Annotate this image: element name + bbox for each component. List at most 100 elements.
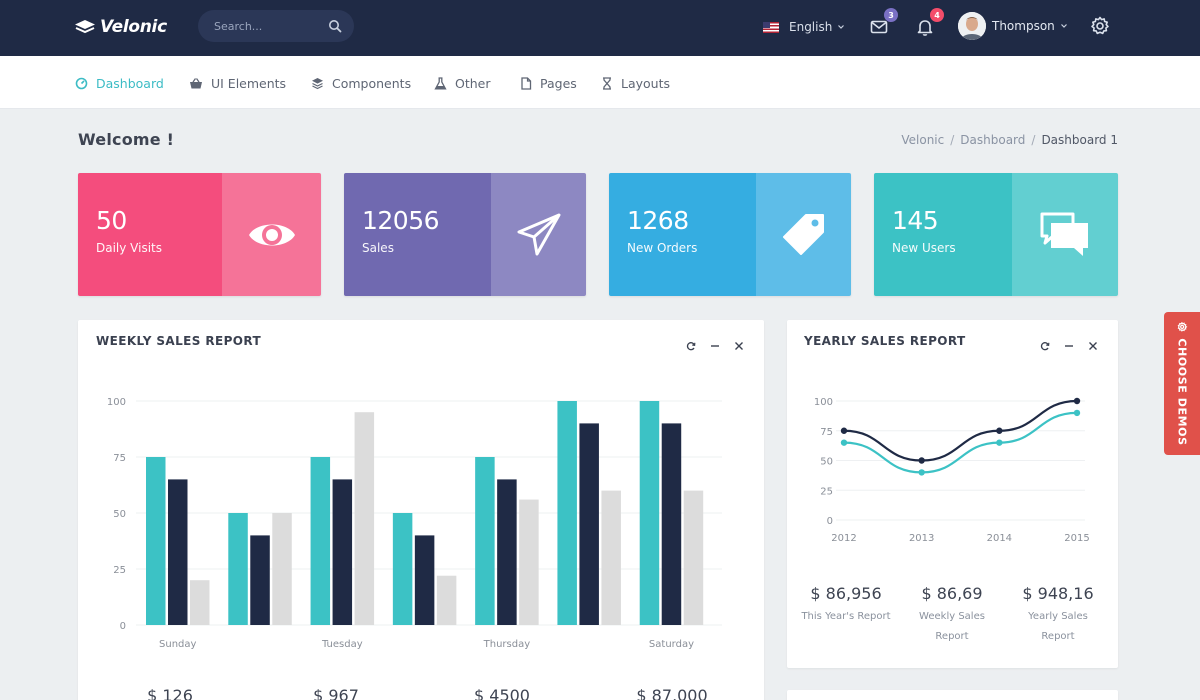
mail-icon	[870, 20, 888, 34]
panel-title: YEARLY SALES REPORT	[804, 334, 966, 348]
nav-label: Components	[332, 75, 412, 91]
breadcrumb-link[interactable]: Dashboard	[960, 133, 1026, 147]
summary-value: $ 948,16	[1022, 584, 1094, 603]
stat-card-icon-area	[756, 173, 851, 296]
weekly-summary-item: $ 967	[284, 686, 388, 700]
mail-button[interactable]: 3	[869, 8, 898, 38]
stat-value: 12056	[362, 206, 440, 235]
refresh-icon[interactable]	[686, 336, 696, 351]
bar	[146, 457, 166, 625]
gear-icon[interactable]	[1089, 15, 1111, 37]
data-point	[918, 469, 925, 476]
y-tick-label: 25	[113, 565, 126, 576]
series-line	[843, 399, 1078, 462]
stat-label: New Orders	[627, 241, 698, 255]
series-line	[843, 411, 1078, 474]
stat-card-new-users: 145 New Users	[874, 173, 1118, 296]
stat-card-body: 50 Daily Visits	[78, 173, 222, 296]
bar	[557, 401, 577, 625]
close-icon[interactable]	[1088, 336, 1098, 350]
summary-value: $ 87,000	[636, 686, 708, 700]
y-tick-label: 75	[820, 427, 833, 438]
weekly-bar-chart: 0 25 50 75 100 Sunday Tuesday Thursday Saturday	[107, 397, 722, 650]
summary-value: $ 4500	[474, 686, 530, 700]
chevron-down-icon	[1060, 24, 1067, 28]
search-input[interactable]	[214, 10, 324, 42]
minimize-icon[interactable]	[710, 336, 720, 347]
stat-card-daily-visits: 50 Daily Visits	[78, 173, 321, 296]
hourglass-icon	[603, 76, 611, 90]
summary-value: $ 86,956	[810, 584, 882, 603]
y-tick-label: 0	[827, 516, 833, 527]
summary-value: $ 967	[313, 686, 359, 700]
stat-label: Daily Visits	[96, 241, 162, 255]
nav-item-dashboard[interactable]: Dashboard	[75, 73, 164, 93]
panel-tools	[1040, 336, 1098, 351]
yearly-sales-panel: YEARLY SALES REPORT 0 25 50 75 100 2012 2013 20…	[787, 320, 1118, 668]
user-menu[interactable]: Thompson	[958, 12, 1069, 40]
us-flag-icon	[763, 21, 779, 33]
bar	[272, 513, 292, 625]
dashboard-icon	[75, 77, 88, 89]
stat-card-body: 1268 New Orders	[609, 173, 756, 296]
yearly-summary-item: $ 86,69 Weekly Sales Report	[911, 584, 993, 647]
data-point	[996, 427, 1003, 434]
basket-icon	[190, 77, 202, 88]
stat-card-icon-area	[491, 173, 586, 296]
notifications-button[interactable]: 4	[915, 8, 944, 38]
nav-item-ui-elements[interactable]: UI Elements	[189, 73, 286, 93]
app-name: Velonic	[100, 17, 167, 37]
y-tick-label: 25	[820, 486, 833, 497]
stat-label: New Users	[892, 241, 956, 255]
x-tick-label: 2013	[909, 533, 934, 544]
tag-icon	[782, 213, 824, 255]
app-logo[interactable]: Velonic	[74, 14, 167, 40]
nav-item-pages[interactable]: Pages	[520, 73, 577, 93]
search-icon[interactable]	[328, 19, 342, 33]
summary-label: This Year's Report	[801, 611, 891, 622]
search-box	[198, 10, 354, 42]
bar	[497, 479, 517, 625]
weekly-summary-item: $ 4500	[450, 686, 554, 700]
y-tick-label: 50	[820, 457, 833, 468]
nav-label: Other	[455, 75, 491, 91]
choose-demos-tab[interactable]: CHOOSE DEMOS	[1164, 312, 1200, 455]
y-tick-label: 75	[113, 453, 126, 464]
refresh-icon[interactable]	[1040, 336, 1050, 351]
yearly-summary-item: $ 948,16 Yearly Sales Report	[1017, 584, 1099, 647]
bar	[414, 535, 435, 625]
stat-value: 50	[96, 206, 127, 235]
stat-card-icon-area	[222, 173, 321, 296]
avatar	[958, 12, 986, 40]
y-tick-label: 0	[120, 621, 126, 632]
breadcrumb: Velonic / Dashboard / Dashboard 1	[901, 133, 1118, 147]
breadcrumb-separator: /	[1031, 133, 1036, 147]
weekly-sales-panel: WEEKLY SALES REPORT 0 25 50 75 100 Sunday Tues…	[78, 320, 764, 700]
yearly-line-chart: 0 25 50 75 100 2012 2013 2014 2015	[814, 397, 1090, 544]
bar	[683, 490, 704, 625]
bar	[228, 513, 248, 625]
nav-item-layouts[interactable]: Layouts	[601, 73, 670, 93]
nav-item-other[interactable]: Other	[434, 73, 491, 93]
paper-plane-icon	[517, 213, 560, 255]
bar	[168, 479, 188, 625]
data-point	[918, 457, 925, 464]
nav-item-components[interactable]: Components	[311, 73, 411, 93]
language-selector[interactable]: English	[763, 18, 846, 36]
bar	[519, 499, 539, 625]
breadcrumb-link[interactable]: Velonic	[901, 133, 945, 147]
bar	[250, 535, 270, 625]
close-icon[interactable]	[734, 336, 744, 350]
data-point	[1073, 397, 1081, 405]
page-title: Welcome !	[78, 130, 175, 149]
nav-label: Layouts	[621, 75, 671, 91]
stat-card-body: 145 New Users	[874, 173, 1012, 296]
summary-label: Yearly Sales Report	[1028, 611, 1088, 642]
layers-icon	[312, 77, 323, 89]
y-tick-label: 50	[113, 509, 126, 520]
yearly-summary-item: $ 86,956 This Year's Report	[799, 584, 893, 627]
x-tick-label: 2014	[987, 533, 1012, 544]
nav-label: Dashboard	[96, 75, 164, 91]
weekly-summary-item: $ 126	[118, 686, 222, 700]
minimize-icon[interactable]	[1064, 336, 1074, 347]
